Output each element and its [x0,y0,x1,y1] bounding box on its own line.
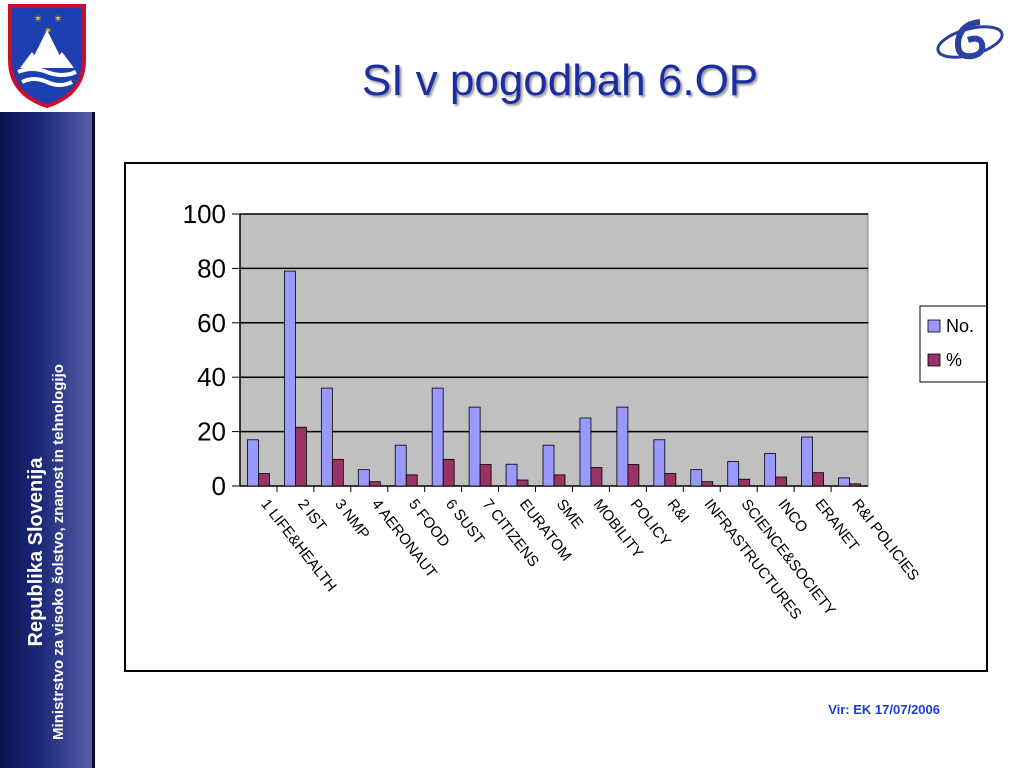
svg-text:✶: ✶ [44,26,52,37]
bar-pct-0 [258,473,270,487]
bar-pct-15 [812,472,824,487]
bar-no-5 [431,387,444,487]
bar-no-13 [727,461,740,487]
bar-pct-6 [479,464,492,487]
sidebar: Republika Slovenija Ministrstvo za visok… [0,112,95,768]
legend-swatch [927,353,941,367]
bar-pct-8 [553,474,566,487]
page-title: SI v pogodbah 6.OP [361,56,759,105]
svg-text:✶: ✶ [34,14,42,25]
bar-no-4 [394,444,407,487]
x-tick-label: INCO [774,496,810,536]
bar-no-1 [284,270,296,487]
sidebar-text: Republika Slovenija Ministrstvo za visok… [25,364,67,740]
svg-text:✶: ✶ [54,14,62,25]
bar-no-7 [505,463,518,487]
bar-no-2 [320,387,333,487]
bar-no-6 [468,406,481,487]
x-tick-label: SME [553,496,586,532]
sidebar-subtitle: Ministrstvo za visoko šolstvo, znanost i… [50,364,67,740]
x-tick-label: R&I [664,496,693,526]
bar-pct-10 [627,464,640,487]
slovenia-coat-of-arms-icon: ✶ ✶ ✶ [8,4,86,109]
bar-pct-4 [405,474,418,487]
legend-label: % [946,350,962,370]
bar-no-15 [801,436,813,487]
bar-pct-2 [331,458,344,487]
y-tick-label: 20 [197,417,226,447]
y-tick-label: 40 [197,362,226,392]
bar-pct-1 [295,426,307,487]
bar-pct-14 [775,476,788,487]
bar-pct-7 [516,479,529,487]
y-tick-label: 100 [183,199,226,229]
bar-pct-3 [368,481,381,487]
y-tick-label: 0 [212,471,226,501]
bar-pct-13 [738,478,751,487]
bar-pct-5 [442,458,455,487]
y-tick-label: 80 [197,253,226,283]
x-tick-label: 3 NMP [331,496,373,543]
bar-no-9 [579,417,592,487]
bar-no-14 [764,452,777,487]
legend-box [919,305,986,383]
bar-pct-9 [590,467,603,487]
legend-label: No. [946,316,974,336]
sidebar-title: Republika Slovenija [25,457,47,647]
bar-pct-11 [664,473,677,487]
bar-pct-16 [849,483,861,487]
source-note: Vir: EK 17/07/2006 [828,702,940,717]
y-tick-label: 60 [197,308,226,338]
chart-frame: 0 20 40 60 80 100 1 LIFE&HEALTH 2 IST 3 NMP 4 AER… [124,162,988,672]
bar-no-11 [653,439,666,487]
fp6-logo-icon [936,19,1004,60]
bar-no-0 [247,439,259,487]
bar-pct-12 [701,481,714,487]
bar-no-10 [616,406,629,487]
bar-no-3 [357,469,370,487]
plot-area [239,213,869,487]
legend-swatch [927,319,941,333]
bar-no-12 [690,469,703,487]
x-tick-label: 2 IST [294,496,329,535]
bar-no-8 [542,444,555,487]
bar-no-16 [838,477,850,487]
